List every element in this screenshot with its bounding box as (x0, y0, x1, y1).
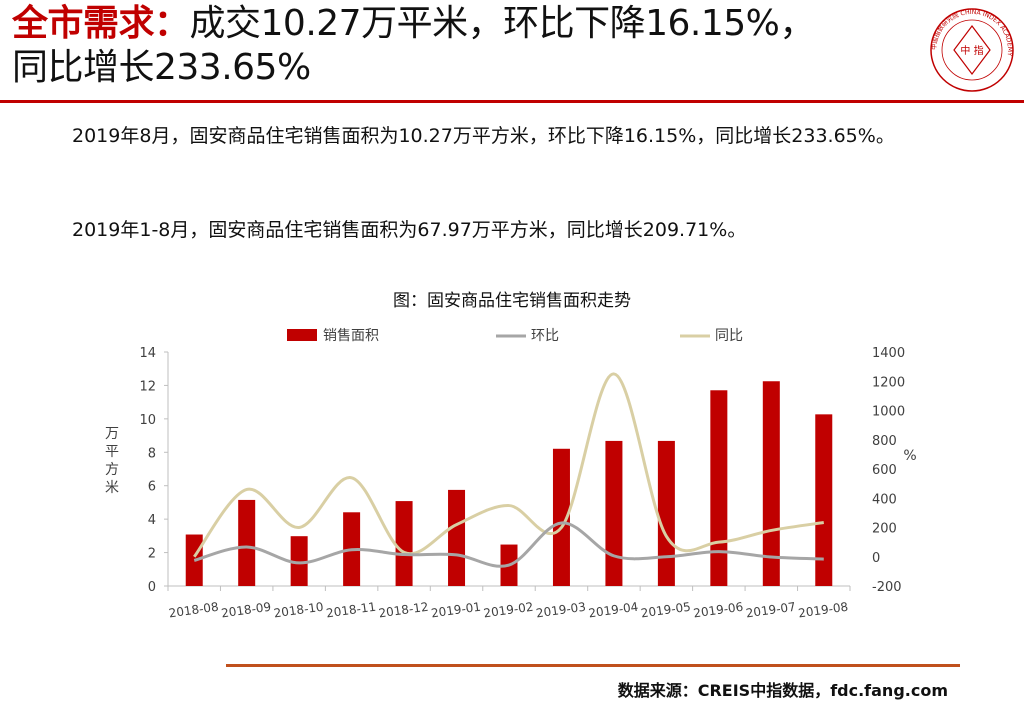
y-tick-label-right: 1400 (872, 346, 905, 361)
y-tick-label-right: 600 (872, 463, 897, 478)
footer-divider (226, 664, 960, 667)
y-tick-label-right: 800 (872, 434, 897, 449)
y-tick-label-right: 0 (872, 551, 880, 566)
y-tick-label-left: 12 (139, 379, 156, 394)
x-tick-label: 2019-08 (797, 600, 849, 621)
y-tick-label-left: 14 (139, 346, 156, 361)
x-tick-label: 2019-07 (745, 600, 797, 621)
bar-sales-area (762, 381, 780, 586)
y-tick-label-right: 1000 (872, 405, 905, 420)
bar-sales-area (448, 489, 466, 586)
line-mom (193, 521, 824, 568)
bar-sales-area (815, 414, 833, 586)
china-index-academy-logo: 中 指 中国指数研究院 CHINA INDEX ACADEMY (930, 8, 1014, 92)
y-axis-label-char: 万 (105, 426, 119, 442)
bar-sales-area (238, 499, 256, 586)
line-yoy (193, 372, 824, 558)
legend-label-sales-area: 销售面积 (323, 328, 379, 344)
y-tick-label-right: 400 (872, 492, 897, 507)
bar-sales-area (290, 536, 308, 586)
bar-sales-area (657, 440, 675, 586)
y-axis-label-char: 方 (105, 462, 119, 478)
paragraph-monthly: 2019年8月，固安商品住宅销售面积为10.27万平方米，环比下降16.15%，… (72, 125, 895, 147)
x-tick-label: 2018-09 (220, 600, 272, 621)
x-tick-label: 2018-12 (378, 600, 430, 621)
y-tick-label-left: 6 (148, 480, 156, 495)
logo-text: 中 指 (960, 44, 983, 57)
x-tick-label: 2019-04 (588, 600, 640, 621)
y-tick-label-right: 200 (872, 522, 897, 537)
x-tick-label: 2018-10 (273, 600, 325, 621)
title-accent: 全市需求： (12, 3, 190, 44)
bar-sales-area (395, 501, 413, 586)
x-tick-label: 2019-05 (640, 600, 692, 621)
y-tick-label-left: 2 (148, 547, 156, 562)
legend-swatch-sales-area (287, 329, 317, 341)
paragraph-ytd: 2019年1-8月，固安商品住宅销售面积为67.97万平方米，同比增长209.7… (72, 219, 747, 241)
title-line1: 成交10.27万平米，环比下降16.15%， (189, 3, 816, 44)
y-axis-label-char: 米 (105, 480, 119, 496)
y-axis-label-char: 平 (105, 444, 119, 460)
x-tick-label: 2018-11 (325, 600, 377, 621)
bar-sales-area (710, 390, 728, 586)
y-tick-label-left: 10 (139, 413, 156, 428)
y-tick-label-left: 8 (148, 446, 156, 461)
bar-sales-area (605, 440, 623, 586)
page-title: 全市需求：成交10.27万平米，环比下降16.15%， 同比增长233.65% (12, 2, 922, 90)
y2-axis-label: % (903, 448, 916, 464)
data-source: 数据来源：CREIS中指数据，fdc.fang.com (617, 681, 948, 700)
x-tick-label: 2019-01 (430, 600, 482, 621)
y-tick-label-left: 4 (148, 513, 156, 528)
x-tick-label: 2018-08 (168, 600, 220, 621)
x-tick-label: 2019-03 (535, 600, 587, 621)
legend-label-yoy: 同比 (715, 328, 743, 344)
bar-sales-area (552, 448, 570, 586)
x-tick-label: 2019-02 (483, 600, 535, 621)
chart-title: 图：固安商品住宅销售面积走势 (393, 291, 631, 311)
legend-label-mom: 环比 (531, 328, 559, 344)
y-tick-label-right: 1200 (872, 375, 905, 390)
y-tick-label-left: 0 (148, 580, 156, 595)
x-tick-label: 2019-06 (692, 600, 744, 621)
y-tick-label-right: -200 (872, 580, 902, 595)
title-divider (0, 100, 1024, 103)
title-line2: 同比增长233.65% (12, 47, 311, 88)
